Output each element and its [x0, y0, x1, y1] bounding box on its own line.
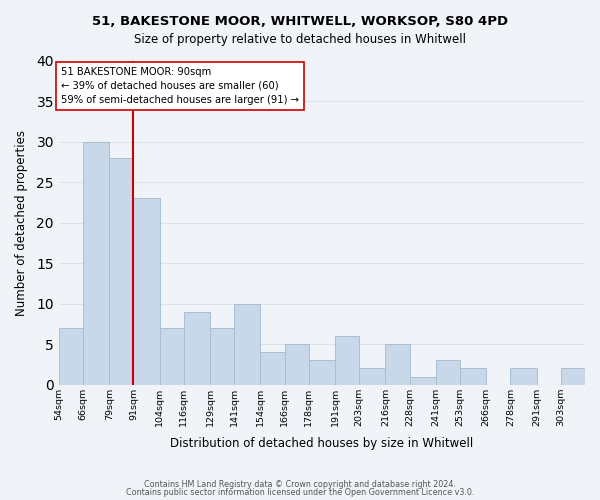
- Bar: [385, 344, 410, 385]
- Bar: [260, 352, 284, 384]
- Bar: [284, 344, 309, 385]
- Y-axis label: Number of detached properties: Number of detached properties: [15, 130, 28, 316]
- Text: Size of property relative to detached houses in Whitwell: Size of property relative to detached ho…: [134, 32, 466, 46]
- Bar: [133, 198, 160, 384]
- Text: Contains HM Land Registry data © Crown copyright and database right 2024.: Contains HM Land Registry data © Crown c…: [144, 480, 456, 489]
- Bar: [309, 360, 335, 384]
- Text: Contains public sector information licensed under the Open Government Licence v3: Contains public sector information licen…: [126, 488, 474, 497]
- Bar: [109, 158, 133, 384]
- Text: 51, BAKESTONE MOOR, WHITWELL, WORKSOP, S80 4PD: 51, BAKESTONE MOOR, WHITWELL, WORKSOP, S…: [92, 15, 508, 28]
- Bar: [359, 368, 385, 384]
- Bar: [184, 312, 210, 384]
- Bar: [160, 328, 184, 384]
- Bar: [83, 142, 109, 384]
- Bar: [335, 336, 359, 384]
- Bar: [410, 376, 436, 384]
- Bar: [561, 368, 585, 384]
- Bar: [436, 360, 460, 384]
- Bar: [234, 304, 260, 384]
- Bar: [511, 368, 536, 384]
- X-axis label: Distribution of detached houses by size in Whitwell: Distribution of detached houses by size …: [170, 437, 473, 450]
- Bar: [210, 328, 234, 384]
- Text: 51 BAKESTONE MOOR: 90sqm
← 39% of detached houses are smaller (60)
59% of semi-d: 51 BAKESTONE MOOR: 90sqm ← 39% of detach…: [61, 67, 299, 105]
- Bar: [460, 368, 486, 384]
- Bar: [59, 328, 83, 384]
